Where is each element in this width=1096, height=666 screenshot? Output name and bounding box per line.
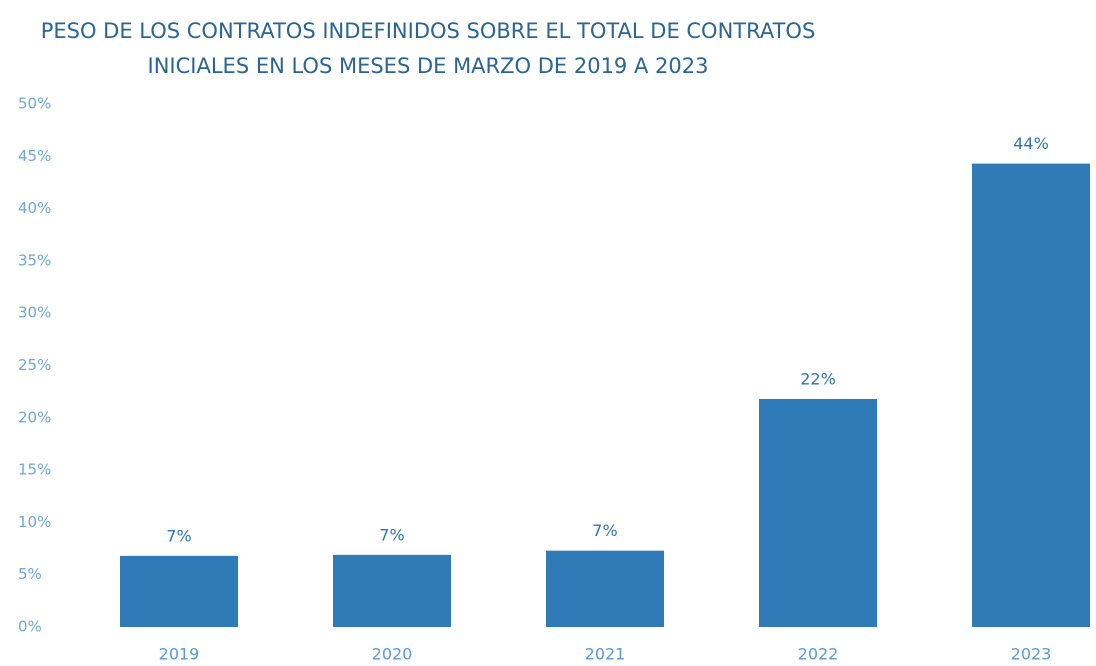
- value-label: 7%: [592, 521, 617, 540]
- bar: [120, 555, 238, 627]
- y-tick-label: 10%: [18, 513, 51, 531]
- value-label: 22%: [800, 369, 836, 388]
- chart-title: PESO DE LOS CONTRATOS INDEFINIDOS SOBRE …: [41, 19, 816, 43]
- y-tick-label: 45%: [18, 147, 51, 165]
- y-tick-label: 30%: [18, 304, 51, 322]
- y-tick-label: 5%: [18, 565, 42, 583]
- chart-title: INICIALES EN LOS MESES DE MARZO DE 2019 …: [148, 54, 709, 78]
- bar: [972, 163, 1090, 627]
- bar: [333, 554, 451, 627]
- x-tick-label: 2021: [585, 645, 626, 664]
- x-tick-label: 2020: [372, 645, 413, 664]
- x-tick-label: 2023: [1011, 645, 1052, 664]
- y-tick-label: 40%: [18, 199, 51, 217]
- y-tick-label: 15%: [18, 461, 51, 479]
- x-tick-label: 2019: [159, 645, 200, 664]
- y-tick-label: 25%: [18, 356, 51, 374]
- y-tick-label: 0%: [18, 618, 42, 636]
- value-label: 7%: [379, 525, 404, 544]
- y-tick-label: 50%: [18, 95, 51, 113]
- y-tick-label: 20%: [18, 408, 51, 426]
- bar: [546, 550, 664, 627]
- bar: [759, 398, 877, 627]
- y-tick-label: 35%: [18, 251, 51, 269]
- value-label: 7%: [166, 526, 191, 545]
- value-label: 44%: [1013, 134, 1049, 153]
- x-tick-label: 2022: [798, 645, 839, 664]
